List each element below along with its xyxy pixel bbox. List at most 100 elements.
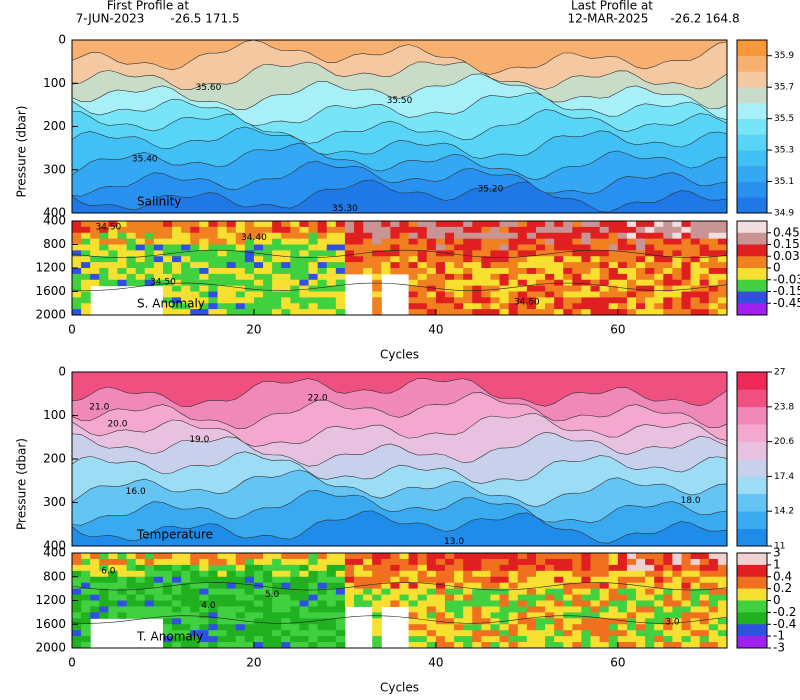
colorbar-label: -0.45 bbox=[773, 296, 800, 310]
field-cell bbox=[372, 297, 382, 304]
field-cell bbox=[244, 303, 255, 310]
field-cell bbox=[417, 238, 428, 245]
field-cell bbox=[426, 291, 437, 298]
field-cell bbox=[526, 618, 537, 625]
field-cell bbox=[681, 285, 692, 292]
field-cell bbox=[363, 244, 373, 251]
contour-line bbox=[71, 378, 728, 407]
field-cell bbox=[663, 297, 673, 304]
field-cell bbox=[90, 262, 100, 269]
field-cell bbox=[699, 238, 710, 245]
field-cell bbox=[717, 624, 728, 631]
field-cell bbox=[72, 624, 82, 631]
field-cell bbox=[108, 279, 118, 287]
field-cell bbox=[317, 221, 328, 228]
field-cell bbox=[153, 600, 164, 607]
x-tick-label: 60 bbox=[610, 656, 625, 670]
field-cell bbox=[690, 226, 701, 234]
field-cell bbox=[153, 250, 164, 257]
field-cell bbox=[572, 576, 582, 584]
field-cell bbox=[190, 226, 200, 234]
field-cell bbox=[253, 570, 264, 578]
field-cell bbox=[81, 244, 91, 251]
y-tick-label: 1200 bbox=[35, 261, 66, 275]
field-cell bbox=[454, 606, 464, 613]
contour-label: 3.0 bbox=[665, 617, 680, 627]
field-cell bbox=[354, 564, 364, 572]
field-cell bbox=[517, 594, 528, 601]
field-cell bbox=[217, 558, 228, 566]
y-tick-label: 400 bbox=[43, 214, 66, 228]
contour-label: 6.0 bbox=[101, 566, 116, 576]
field-cell bbox=[535, 600, 546, 607]
field-cell bbox=[590, 244, 601, 251]
field-cell bbox=[454, 564, 464, 572]
field-cell bbox=[572, 564, 582, 572]
field-cell bbox=[636, 238, 646, 245]
field-cell bbox=[99, 564, 109, 572]
field-cell bbox=[290, 221, 300, 228]
field-cell bbox=[153, 279, 164, 287]
field-cell bbox=[554, 273, 564, 281]
field-cell bbox=[263, 618, 273, 625]
field-cell bbox=[535, 624, 546, 631]
field-cell bbox=[208, 268, 219, 275]
field-cell bbox=[572, 232, 582, 240]
field-cell bbox=[299, 226, 310, 234]
field-cell bbox=[645, 309, 655, 316]
field-cell bbox=[226, 285, 237, 292]
field-cell bbox=[317, 624, 328, 631]
field-cell bbox=[272, 291, 282, 298]
field-cell bbox=[472, 303, 482, 310]
field-cell bbox=[372, 262, 382, 269]
field-cell bbox=[217, 268, 228, 275]
field-cell bbox=[317, 262, 328, 269]
field-cell bbox=[226, 221, 237, 228]
field-cell bbox=[526, 612, 537, 619]
field-cell bbox=[317, 636, 328, 643]
field-cell bbox=[499, 291, 510, 298]
field-cell bbox=[672, 564, 683, 572]
field-cell bbox=[626, 612, 637, 619]
contour-label: 19.0 bbox=[189, 435, 209, 445]
field-cell bbox=[308, 262, 319, 269]
field-cell bbox=[208, 262, 219, 269]
field-cell bbox=[281, 630, 291, 637]
field-cell bbox=[435, 262, 446, 269]
field-cell bbox=[126, 250, 137, 257]
field-cell bbox=[717, 588, 728, 596]
field-cell bbox=[253, 256, 264, 263]
contour-line bbox=[71, 469, 728, 508]
field-cell bbox=[554, 553, 564, 560]
field-cell bbox=[172, 262, 182, 269]
colorbar-segment bbox=[737, 612, 767, 625]
field-cell bbox=[253, 594, 264, 601]
field-cell bbox=[326, 553, 337, 560]
field-cell bbox=[317, 303, 328, 310]
field-cell bbox=[81, 630, 91, 637]
field-cell bbox=[417, 262, 428, 269]
field-cell bbox=[354, 226, 364, 234]
field-cell bbox=[417, 582, 428, 590]
field-cell bbox=[590, 594, 601, 601]
field-cell bbox=[235, 564, 246, 572]
field-cell bbox=[554, 285, 564, 292]
field-cell bbox=[645, 594, 655, 601]
field-cell bbox=[181, 244, 191, 251]
field-cell bbox=[408, 262, 419, 269]
field-cell bbox=[308, 273, 319, 281]
field-cell bbox=[444, 553, 455, 560]
field-cell bbox=[545, 558, 555, 566]
field-cell bbox=[263, 582, 273, 590]
field-cell bbox=[390, 268, 400, 275]
field-cell bbox=[499, 262, 510, 269]
field-cell bbox=[472, 642, 482, 649]
field-cell bbox=[244, 291, 255, 298]
field-cell bbox=[435, 221, 446, 228]
field-cell bbox=[599, 238, 610, 245]
field-cell bbox=[172, 244, 182, 251]
field-cell bbox=[663, 558, 673, 566]
field-cell bbox=[563, 642, 573, 649]
field-cell bbox=[599, 588, 610, 596]
field-cell bbox=[572, 291, 582, 298]
